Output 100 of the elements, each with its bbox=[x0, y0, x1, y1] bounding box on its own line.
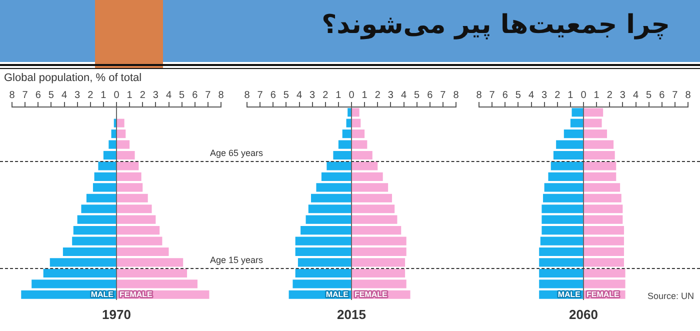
bar bbox=[548, 172, 583, 181]
x-tick-label: 2 bbox=[140, 90, 146, 101]
x-tick-label: 1 bbox=[126, 90, 133, 101]
bar bbox=[542, 215, 583, 224]
bar bbox=[352, 280, 406, 288]
x-tick-label: 2 bbox=[374, 90, 381, 101]
bar bbox=[73, 226, 116, 235]
bar bbox=[338, 140, 351, 149]
annotation: Age 65 years bbox=[210, 148, 264, 158]
bar bbox=[584, 204, 623, 214]
bar bbox=[584, 118, 602, 128]
bar bbox=[570, 118, 583, 128]
x-axis-title: 1970 bbox=[102, 307, 131, 322]
x-tick-label: 5 bbox=[515, 90, 522, 101]
bar bbox=[32, 280, 116, 288]
bar bbox=[117, 118, 124, 128]
x-tick-label: 8 bbox=[453, 90, 460, 101]
bar bbox=[539, 258, 583, 267]
bar bbox=[298, 258, 351, 267]
bar bbox=[117, 280, 198, 288]
bar bbox=[352, 236, 406, 246]
bar bbox=[326, 162, 351, 170]
bar bbox=[321, 172, 351, 181]
bar bbox=[544, 183, 583, 192]
x-tick-label: 6 bbox=[270, 90, 276, 101]
bar bbox=[94, 172, 116, 181]
annotation: Source: UN bbox=[647, 291, 694, 301]
bar bbox=[352, 118, 361, 128]
bar bbox=[117, 258, 184, 267]
x-tick-label: 0 bbox=[580, 90, 587, 101]
bar bbox=[43, 268, 116, 278]
bar bbox=[111, 130, 116, 138]
bar bbox=[295, 236, 351, 246]
bar bbox=[584, 226, 624, 235]
bar bbox=[316, 183, 351, 192]
x-tick-label: 4 bbox=[61, 90, 68, 101]
bar bbox=[584, 183, 620, 192]
bar bbox=[584, 150, 615, 160]
x-tick-label: 6 bbox=[427, 90, 434, 101]
x-tick-label: 4 bbox=[528, 90, 534, 101]
bar bbox=[584, 108, 604, 117]
bar bbox=[117, 236, 162, 246]
bar bbox=[103, 150, 116, 160]
bar bbox=[292, 280, 351, 288]
bar bbox=[584, 215, 623, 224]
series-label: MALE bbox=[326, 290, 350, 299]
x-tick-label: 7 bbox=[22, 90, 28, 101]
x-tick-label: 6 bbox=[659, 90, 666, 101]
x-tick-label: 6 bbox=[35, 90, 42, 101]
bar bbox=[584, 247, 624, 256]
x-tick-label: 6 bbox=[192, 90, 198, 101]
bar bbox=[117, 194, 148, 202]
bar bbox=[86, 194, 116, 202]
bar bbox=[543, 194, 583, 202]
bar bbox=[584, 280, 626, 288]
bar bbox=[352, 108, 360, 117]
bar bbox=[553, 150, 583, 160]
x-tick-label: 4 bbox=[632, 90, 639, 101]
bar bbox=[352, 226, 402, 235]
bar bbox=[62, 247, 116, 256]
x-tick-label: 8 bbox=[685, 90, 692, 101]
bar bbox=[117, 140, 130, 149]
x-axis-title: 2060 bbox=[569, 307, 598, 322]
x-tick-label: 5 bbox=[414, 90, 420, 101]
x-tick-label: 3 bbox=[620, 90, 626, 101]
series-label: FEMALE bbox=[120, 290, 154, 299]
x-tick-label: 5 bbox=[646, 90, 652, 101]
x-tick-label: 1 bbox=[568, 90, 574, 101]
bar bbox=[117, 172, 142, 181]
x-tick-label: 7 bbox=[257, 90, 264, 101]
x-tick-label: 7 bbox=[440, 90, 446, 101]
bar bbox=[584, 162, 616, 170]
bar bbox=[352, 130, 365, 138]
x-tick-label: 8 bbox=[218, 90, 224, 101]
bar bbox=[81, 204, 116, 214]
bar bbox=[539, 247, 583, 256]
series-label: FEMALE bbox=[586, 290, 620, 299]
bar bbox=[300, 226, 351, 235]
bar bbox=[77, 215, 116, 224]
bar bbox=[550, 162, 583, 170]
bar bbox=[584, 236, 624, 246]
bar bbox=[72, 236, 116, 246]
bar bbox=[117, 130, 126, 138]
chart-subtitle: Global population, % of total bbox=[4, 72, 142, 84]
x-tick-label: 4 bbox=[400, 90, 407, 101]
x-tick-label: 8 bbox=[476, 90, 482, 101]
x-tick-label: 8 bbox=[244, 90, 250, 101]
x-tick-label: 1 bbox=[594, 90, 600, 101]
bar bbox=[117, 226, 160, 235]
bar bbox=[539, 268, 583, 278]
x-tick-label: 4 bbox=[166, 90, 172, 101]
bar bbox=[117, 268, 188, 278]
annotation: Age 15 years bbox=[210, 255, 264, 265]
x-tick-label: 2 bbox=[606, 90, 613, 101]
bar bbox=[352, 268, 406, 278]
x-tick-label: 4 bbox=[296, 90, 302, 101]
x-tick-label: 1 bbox=[362, 90, 368, 101]
bar bbox=[542, 204, 583, 214]
bar bbox=[584, 268, 626, 278]
bar bbox=[584, 258, 624, 267]
